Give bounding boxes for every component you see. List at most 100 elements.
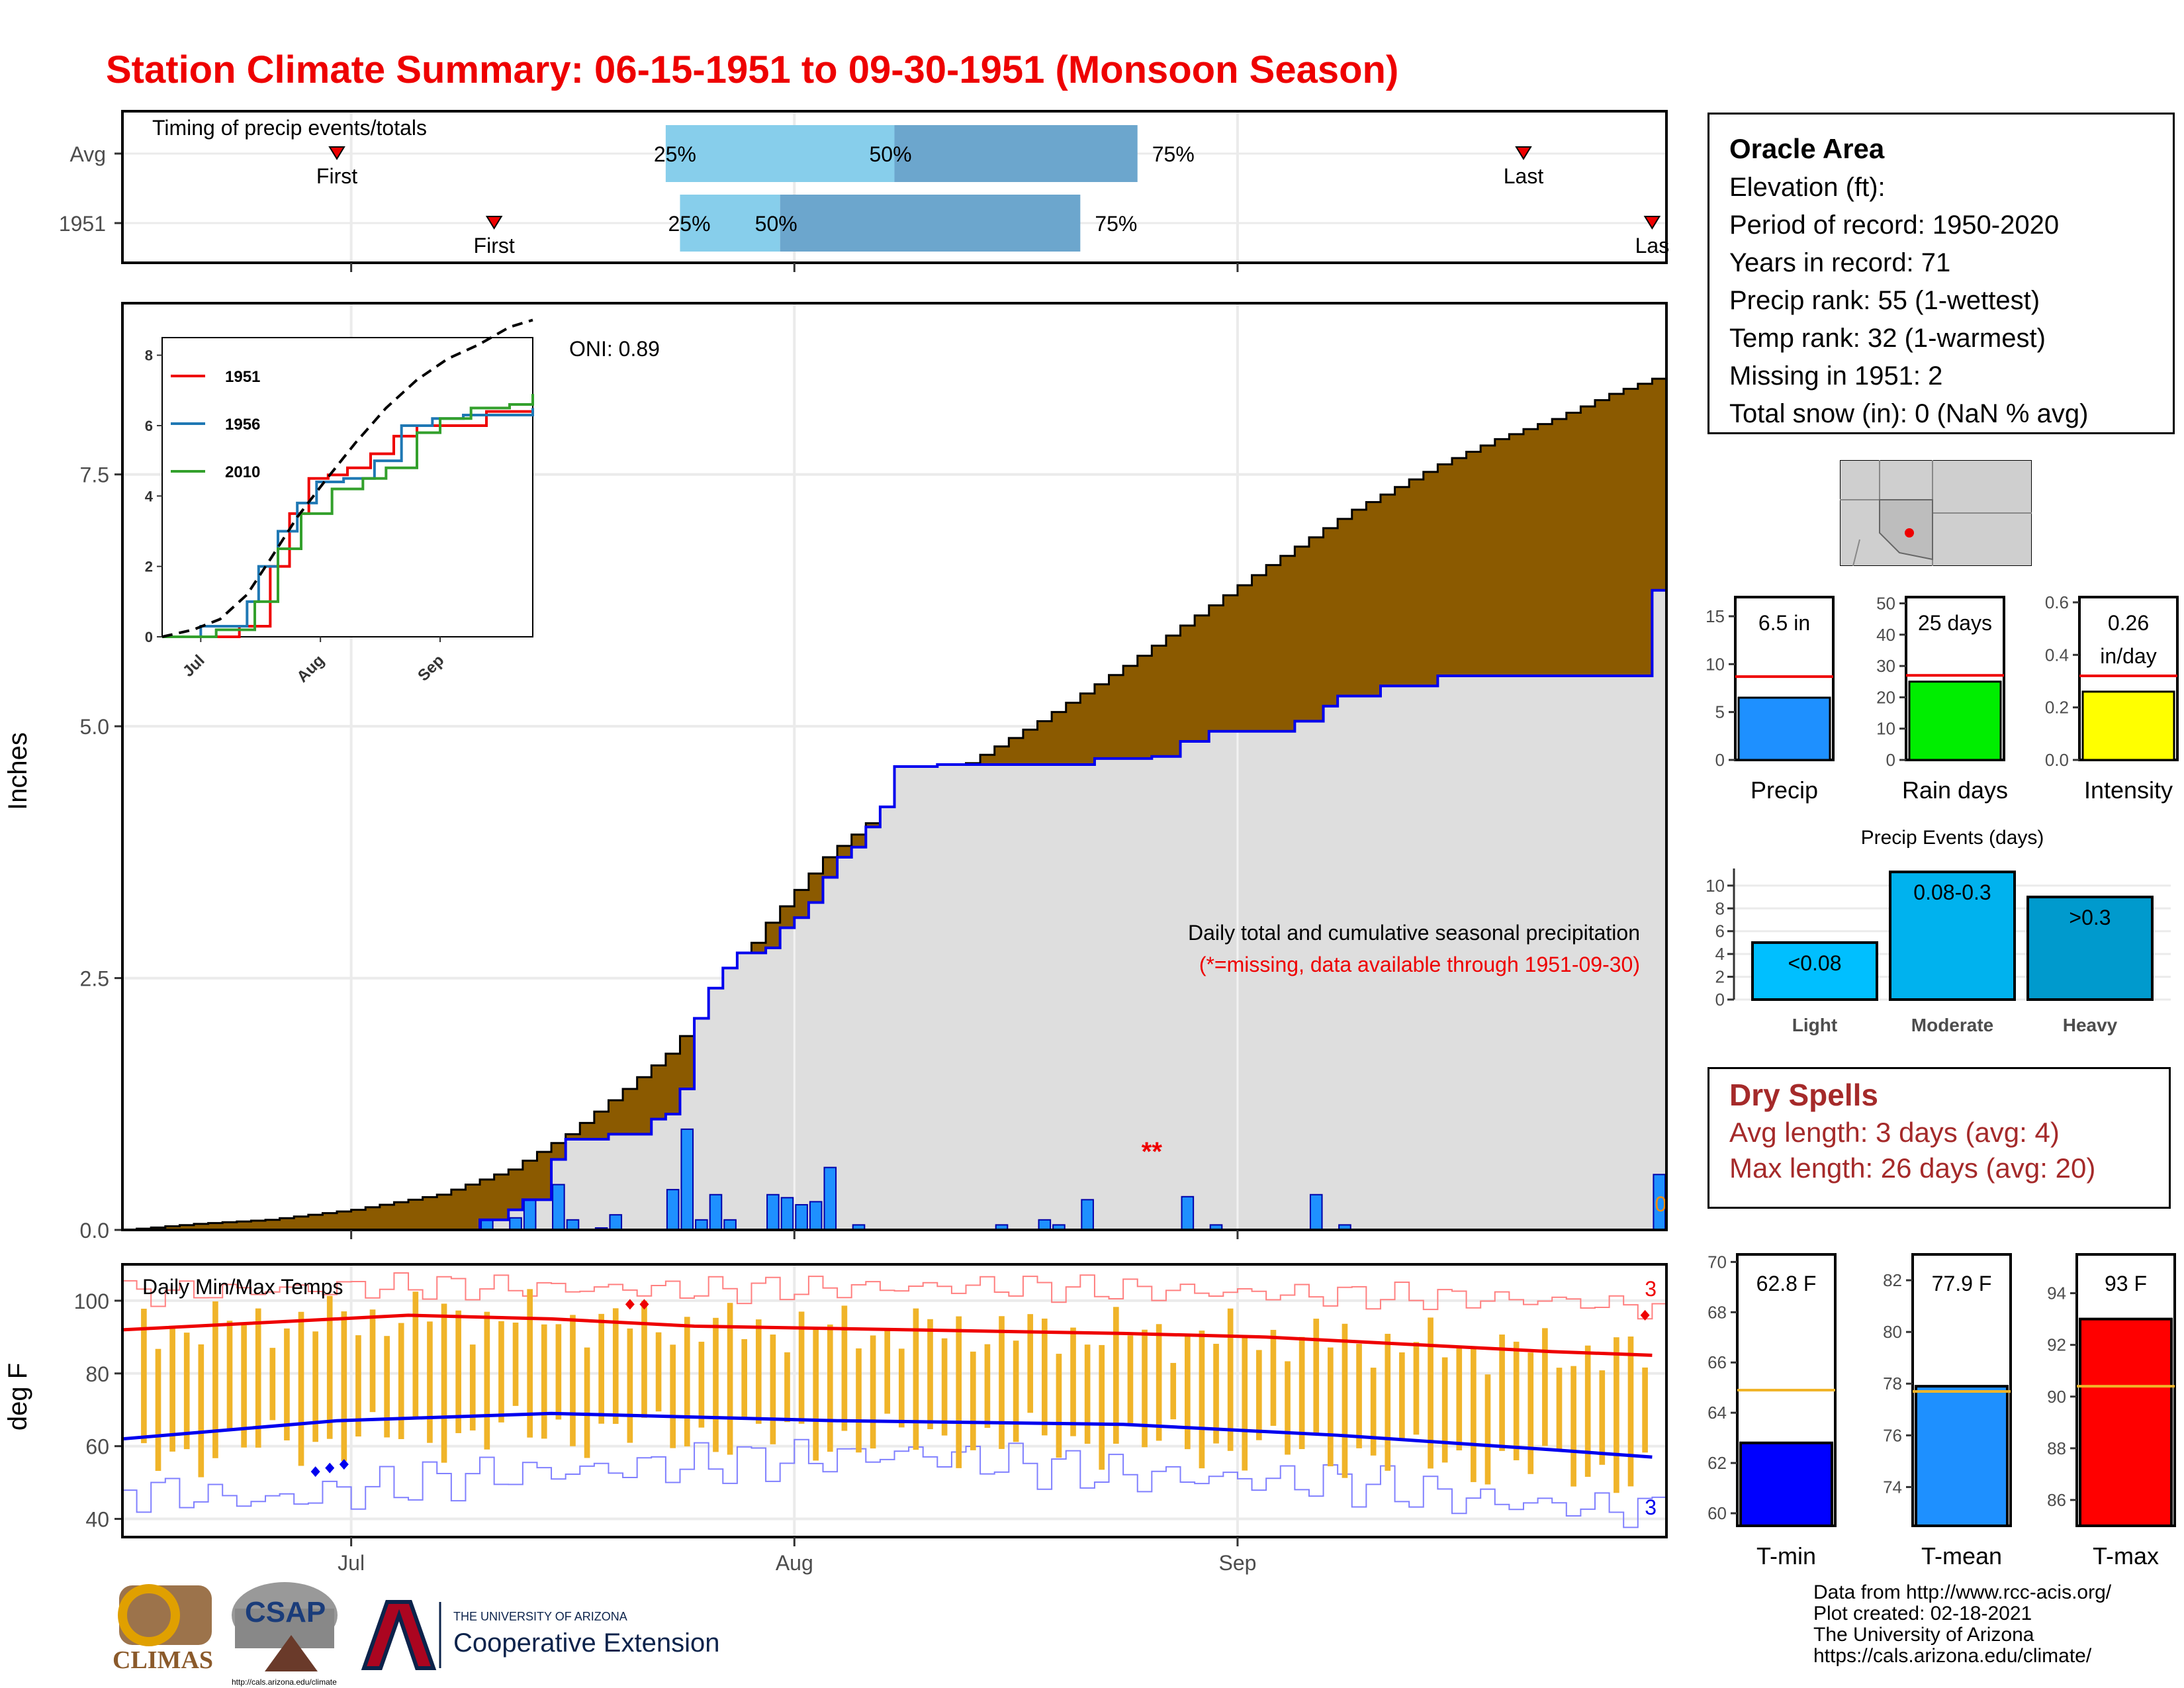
timing-last-marker — [1643, 216, 1661, 230]
daily-precip-bar — [766, 1194, 780, 1231]
inset-y-tick-label: 4 — [145, 488, 154, 504]
cumulative-y-tick-label: 7.5 — [80, 463, 109, 487]
cumulative-precip-panel: 0.0 2.5 5.0 7.5 Daily total and cumulative s… — [80, 302, 1668, 1243]
cumulative-y-tick-label: 2.5 — [80, 967, 109, 991]
temps-y-tick-label: 80 — [85, 1362, 109, 1386]
daily-temp-bar — [1156, 1324, 1162, 1441]
mini-bar-value-label: 6.5 in — [1758, 611, 1810, 635]
daily-temp-bar — [1556, 1368, 1563, 1450]
mini-bar-y-tick-label: 0 — [1886, 750, 1895, 770]
temp-bar-value — [2079, 1317, 2173, 1527]
avg-min-temp-line — [122, 1411, 1653, 1459]
climas-logo: CLIMAS — [113, 1584, 213, 1674]
daily-precip-bar — [1038, 1219, 1052, 1231]
precip-events-chart: Precip Events (days) 0 2 4 6 810 <0.08 Light 0.0… — [1706, 827, 2171, 1035]
daily-precip-bar — [823, 1166, 837, 1231]
daily-temp-bar — [284, 1328, 290, 1440]
inset-y-tick-label: 8 — [145, 348, 153, 364]
mini-bar-y-tick-label: 0.6 — [2045, 592, 2069, 612]
temp-bar-y-tick-label: 74 — [1883, 1477, 1902, 1497]
mini-bar-y-tick-label: 5 — [1715, 702, 1725, 722]
temps-y-tick-label: 40 — [85, 1508, 109, 1532]
mini-bar-y-tick-label: 0.2 — [2045, 698, 2069, 718]
daily-precip-bar — [552, 1184, 565, 1231]
daily-temp-bar — [1484, 1374, 1491, 1485]
credit-source: Data from http://www.rcc-acis.org/ — [1813, 1581, 2112, 1603]
csap-logo-text: CSAP — [245, 1596, 326, 1628]
daily-temp-bar — [612, 1308, 619, 1424]
daily-temp-bar — [1542, 1328, 1548, 1446]
timing-row-label: 1951 — [59, 212, 106, 236]
daily-temp-bar — [798, 1311, 805, 1424]
record-high-marker — [1640, 1309, 1650, 1321]
daily-temp-bar — [1242, 1336, 1248, 1471]
station-precip-rank: Precip rank: 55 (1-wettest) — [1729, 286, 2040, 315]
daily-temp-bar — [1456, 1346, 1463, 1451]
daily-temp-bar — [1614, 1337, 1619, 1493]
events-category-label: Moderate — [1911, 1015, 1993, 1035]
timing-title: Timing of precip events/totals — [152, 116, 427, 140]
record-low-marker — [310, 1466, 320, 1477]
timing-q50-label: 50% — [870, 142, 912, 166]
daily-temp-bar — [241, 1325, 247, 1448]
temps-y-tick-label: 60 — [85, 1435, 109, 1459]
mini-bar-label: Intensity — [2084, 776, 2173, 804]
daily-temp-bar — [1570, 1366, 1576, 1487]
daily-precip-bar — [1309, 1194, 1323, 1231]
record-low-count: 3 — [1645, 1495, 1657, 1519]
events-y-tick-label: 4 — [1715, 944, 1725, 964]
zero-marker: 0 — [1655, 1192, 1666, 1216]
daily-temp-bar — [1313, 1319, 1320, 1434]
daily-temp-bar — [898, 1348, 905, 1428]
temp-bar-y-tick-label: 86 — [2047, 1490, 2066, 1510]
locator-map — [1840, 460, 2032, 566]
cumulative-y-label: Inches — [3, 732, 32, 810]
daily-temp-bar — [212, 1301, 218, 1458]
daily-temp-bar — [641, 1301, 647, 1418]
daily-temp-bar — [1428, 1317, 1433, 1469]
record-high-count: 3 — [1645, 1277, 1657, 1301]
daily-temp-bar — [741, 1339, 748, 1419]
daily-temp-bar — [841, 1305, 848, 1431]
daily-temp-bar — [427, 1321, 433, 1443]
temp-bar-value-label: 62.8 F — [1756, 1272, 1817, 1295]
daily-temp-bar — [698, 1341, 705, 1428]
daily-precip-bar — [795, 1203, 808, 1231]
timing-first-marker — [328, 146, 345, 160]
daily-temp-bar — [1342, 1323, 1348, 1478]
daily-temp-bar — [941, 1338, 948, 1436]
daily-temp-bar — [827, 1324, 833, 1452]
daily-temp-bar — [1270, 1329, 1277, 1426]
timing-row-label: Avg — [69, 142, 106, 166]
temp-bar-y-tick-label: 76 — [1883, 1425, 1902, 1445]
mini-bar-y-tick-label: 40 — [1876, 625, 1895, 645]
daily-precip-bar — [809, 1201, 823, 1231]
timing-last-label: Last — [1504, 164, 1544, 188]
daily-temp-bar — [956, 1316, 962, 1468]
month-axis: Jul Aug Sep — [338, 1230, 1256, 1575]
dry-spells-avg: Avg length: 3 days (avg: 4) — [1729, 1117, 2060, 1148]
inset-y-tick-label: 6 — [145, 418, 153, 434]
daily-precip-bar — [709, 1194, 723, 1231]
events-y-tick-label: 0 — [1715, 990, 1725, 1009]
events-bar-light — [1751, 941, 1878, 1001]
daily-temp-bar — [1084, 1344, 1091, 1444]
daily-temp-bar — [355, 1335, 361, 1437]
daily-temp-bar — [169, 1327, 175, 1452]
daily-temp-bar — [927, 1319, 933, 1429]
inset-avg-line — [161, 318, 533, 638]
events-y-tick-label: 2 — [1715, 967, 1725, 987]
daily-temp-bar — [856, 1348, 862, 1453]
station-snow: Total snow (in): 0 (NaN % avg) — [1729, 399, 2089, 428]
mini-bar-value — [1908, 680, 2002, 761]
daily-temp-bar — [1584, 1345, 1591, 1477]
daily-precip-bar — [1181, 1196, 1195, 1231]
inset-legend-label-1951: 1951 — [225, 368, 260, 386]
daily-temp-bar — [570, 1315, 576, 1446]
daily-temp-bar — [1142, 1329, 1148, 1448]
temp-summary-bars: 60 62 64 66 68 70 62.8 F T-min 74 76 78 80 82 77.9 F T… — [1707, 1252, 2176, 1570]
daily-temp-bar — [913, 1308, 919, 1450]
daily-temp-bar — [1513, 1341, 1520, 1461]
daily-temp-bar — [1627, 1336, 1634, 1487]
daily-temp-bar — [1213, 1344, 1219, 1444]
